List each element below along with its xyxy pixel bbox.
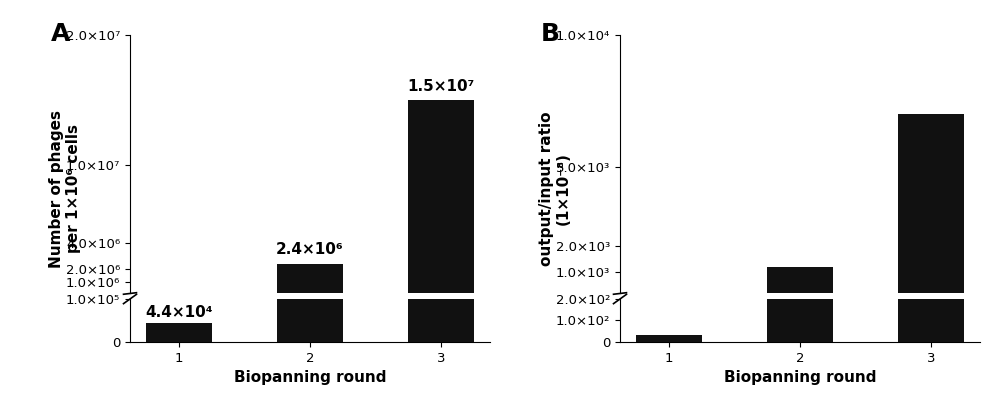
Bar <box>767 84 833 342</box>
Bar <box>898 114 964 299</box>
Text: 2.4×10⁶: 2.4×10⁶ <box>276 242 344 257</box>
Bar <box>408 100 474 295</box>
Bar <box>146 323 212 342</box>
Bar <box>636 336 702 342</box>
Text: B: B <box>541 22 560 46</box>
Bar <box>898 0 964 342</box>
Text: output/input ratio
(1×10⁻⁸): output/input ratio (1×10⁻⁸) <box>539 111 571 266</box>
Bar <box>767 267 833 299</box>
Text: A: A <box>51 22 70 46</box>
Text: Number of phages
per 1×10⁶ cells: Number of phages per 1×10⁶ cells <box>49 110 81 268</box>
X-axis label: Biopanning round: Biopanning round <box>724 370 876 385</box>
Bar <box>408 0 474 342</box>
Bar <box>146 294 212 295</box>
Bar <box>636 298 702 299</box>
Bar <box>277 0 343 342</box>
Bar <box>277 264 343 295</box>
Text: 1.5×10⁷: 1.5×10⁷ <box>407 79 475 94</box>
Text: 4.4×10⁴: 4.4×10⁴ <box>145 305 213 320</box>
X-axis label: Biopanning round: Biopanning round <box>234 370 386 385</box>
